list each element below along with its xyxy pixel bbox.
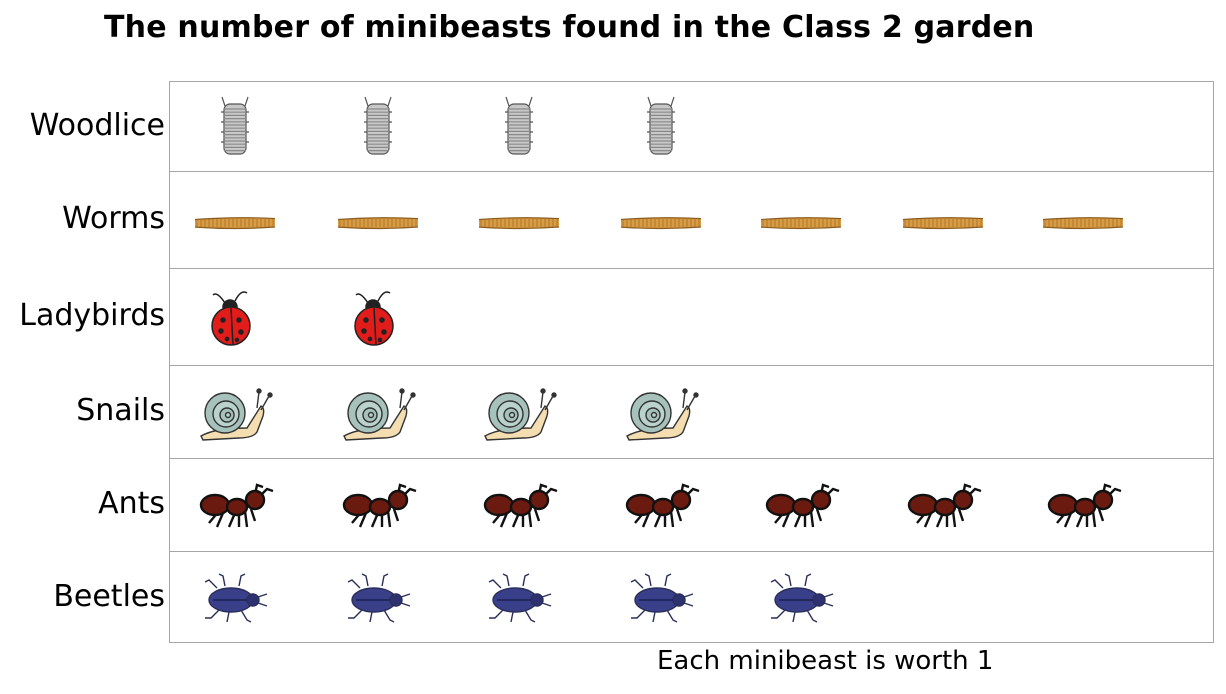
pictogram-row-beetles xyxy=(170,551,1213,644)
category-label-worms: Worms xyxy=(62,201,165,236)
snail-icon xyxy=(479,378,559,448)
beetle-icon xyxy=(479,564,559,634)
ant-icon xyxy=(761,471,841,541)
woodlouse-icon xyxy=(621,92,701,162)
category-label-ladybirds: Ladybirds xyxy=(19,298,165,333)
worm-icon xyxy=(479,186,559,256)
woodlouse-icon xyxy=(338,92,418,162)
beetle-icon xyxy=(761,564,841,634)
chart-title: The number of minibeasts found in the Cl… xyxy=(104,10,1035,45)
ant-icon xyxy=(479,471,559,541)
worm-icon xyxy=(338,186,418,256)
ant-icon xyxy=(195,471,275,541)
ant-icon xyxy=(903,471,983,541)
ant-icon xyxy=(1043,471,1123,541)
pictogram-row-ladybirds xyxy=(170,268,1213,365)
woodlouse-icon xyxy=(195,92,275,162)
pictogram-row-snails xyxy=(170,365,1213,458)
ladybird-icon xyxy=(338,283,418,353)
pictogram-row-woodlice xyxy=(170,82,1213,171)
woodlouse-icon xyxy=(479,92,559,162)
snail-icon xyxy=(621,378,701,448)
snail-icon xyxy=(195,378,275,448)
snail-icon xyxy=(338,378,418,448)
ladybird-icon xyxy=(195,283,275,353)
pictogram-row-ants xyxy=(170,458,1213,551)
category-label-ants: Ants xyxy=(98,486,165,521)
worm-icon xyxy=(195,186,275,256)
beetle-icon xyxy=(621,564,701,634)
beetle-icon xyxy=(338,564,418,634)
category-label-snails: Snails xyxy=(76,393,165,428)
worm-icon xyxy=(761,186,841,256)
ant-icon xyxy=(621,471,701,541)
worm-icon xyxy=(903,186,983,256)
pictogram-row-worms xyxy=(170,171,1213,268)
category-label-woodlice: Woodlice xyxy=(29,108,165,143)
beetle-icon xyxy=(195,564,275,634)
ant-icon xyxy=(338,471,418,541)
category-label-beetles: Beetles xyxy=(53,579,165,614)
worm-icon xyxy=(621,186,701,256)
pictogram-grid xyxy=(169,81,1214,643)
key-text: Each minibeast is worth 1 xyxy=(657,646,994,676)
worm-icon xyxy=(1043,186,1123,256)
